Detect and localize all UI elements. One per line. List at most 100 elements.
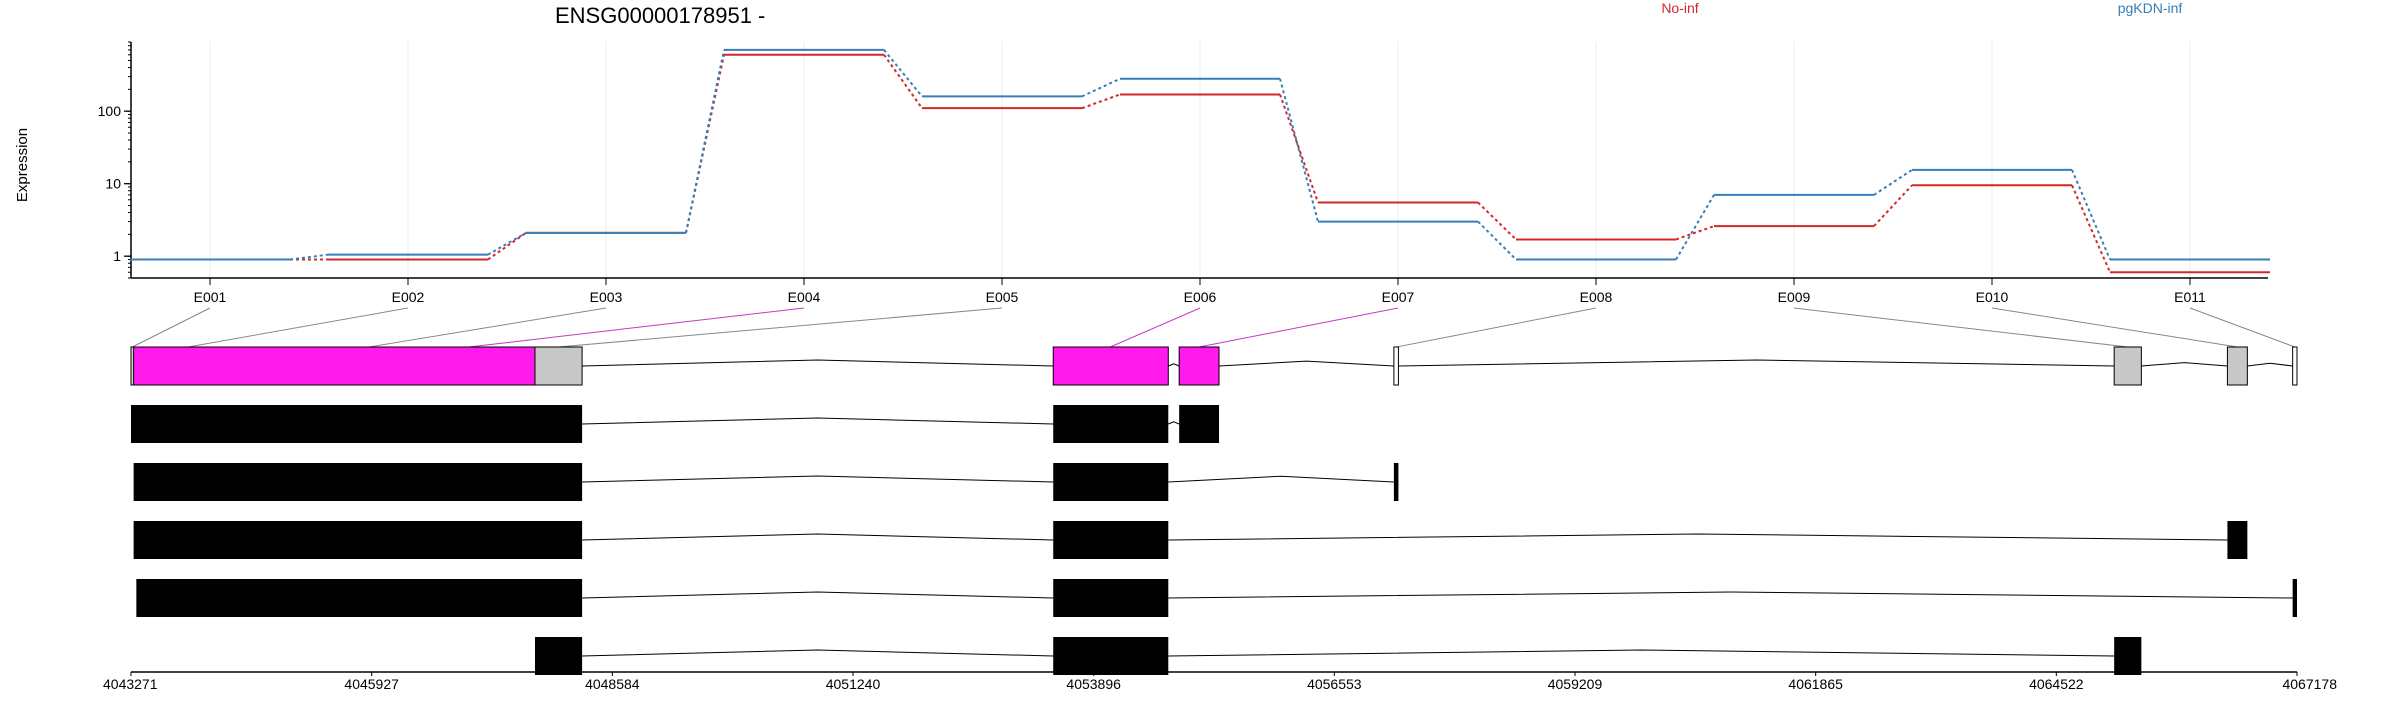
coordinate-tick-label: 4053896 xyxy=(1066,676,1121,692)
gene-model-track xyxy=(130,346,2298,386)
intron-line xyxy=(1168,591,2293,599)
x-tick-label: E001 xyxy=(194,289,227,305)
exon-connector xyxy=(132,307,211,348)
intron-line xyxy=(582,533,1054,541)
exon-connector xyxy=(1793,307,2128,348)
series-connector xyxy=(1477,201,1517,241)
exon-connector xyxy=(558,307,1003,348)
x-axis: E001 E002 E003 E004 E005 E006 E007 E008 E009 E010… xyxy=(131,277,2268,305)
intron-line xyxy=(582,649,1054,657)
transcript-exon xyxy=(2292,579,2297,617)
series-connector xyxy=(1873,169,1913,196)
exon-bin-e002 xyxy=(133,346,536,386)
exon-connector-lines xyxy=(132,307,2296,348)
intron-line xyxy=(1168,533,2228,541)
coordinate-tick-label: 4043271 xyxy=(103,676,158,692)
series-connector xyxy=(1675,225,1715,241)
exon-bin-e005 xyxy=(1178,346,1220,386)
transcript-exon xyxy=(1053,521,1169,559)
exon-connector xyxy=(1198,307,1399,348)
exon-connector xyxy=(187,307,409,348)
series-connector xyxy=(1279,94,1319,203)
series-connector xyxy=(1081,93,1121,110)
transcript-exon xyxy=(1053,637,1169,675)
series-connector xyxy=(685,49,725,234)
coordinate-tick-label: 4051240 xyxy=(826,676,881,692)
x-tick-label: E003 xyxy=(590,289,623,305)
transcript-exon xyxy=(1053,579,1169,617)
legend-entry-pgkdn-inf: pgKDN-inf xyxy=(2118,0,2183,16)
x-tick-label: E008 xyxy=(1580,289,1613,305)
transcript-5 xyxy=(534,637,2142,675)
coordinate-tick-label: 4061865 xyxy=(1788,676,1843,692)
exon-connector xyxy=(1396,307,1597,348)
coordinate-tick-label: 4056553 xyxy=(1307,676,1362,692)
series-connector xyxy=(883,49,923,98)
x-tick-label: E004 xyxy=(788,289,821,305)
x-tick-label: E002 xyxy=(392,289,425,305)
x-tick-label: E007 xyxy=(1382,289,1415,305)
transcript-exon xyxy=(136,579,583,617)
genomic-coordinate-axis: 4043271 4045927 4048584 4051240 4053896 40565… xyxy=(103,671,2337,692)
transcript-exon xyxy=(1393,463,1399,501)
coordinate-tick-label: 4045927 xyxy=(344,676,399,692)
exon-connector xyxy=(1991,307,2238,348)
transcript-exon xyxy=(131,405,583,443)
series-connector xyxy=(1675,194,1715,261)
exon-bin-track xyxy=(130,346,2298,386)
intron-line xyxy=(1219,360,1394,367)
exon-connector xyxy=(369,307,607,348)
legend-entry-no-inf: No-inf xyxy=(1661,0,1698,16)
coordinate-tick-label: 4067178 xyxy=(2282,676,2337,692)
series-connector xyxy=(1279,78,1319,222)
series-connector xyxy=(883,54,923,109)
x-tick-label: E009 xyxy=(1778,289,1811,305)
transcript-exon xyxy=(1053,463,1169,501)
exon-bin-e003 xyxy=(534,346,583,386)
intron-line xyxy=(1168,363,1180,367)
transcript-1 xyxy=(131,405,1220,443)
intron-line xyxy=(1168,475,1394,483)
intron-line xyxy=(582,359,1054,367)
chart-title: ENSG00000178951 - xyxy=(555,3,765,28)
transcript-exon xyxy=(1053,405,1169,443)
intron-line xyxy=(1398,359,2115,367)
exon-bin-e006 xyxy=(1393,346,1399,386)
series-connector xyxy=(289,253,329,261)
x-tick-label: E010 xyxy=(1976,289,2009,305)
exon-bin-e007 xyxy=(2113,346,2142,386)
intron-line xyxy=(582,475,1054,483)
y-tick-label: 1 xyxy=(113,248,121,264)
coordinate-tick-label: 4059209 xyxy=(1548,676,1603,692)
intron-line xyxy=(2247,362,2293,367)
transcript-exon xyxy=(534,637,583,675)
y-axis: 1 10 100 xyxy=(98,41,132,279)
exon-bin-e009 xyxy=(2292,346,2298,386)
intron-line xyxy=(1168,649,2115,657)
y-tick-label: 10 xyxy=(105,176,121,192)
x-tick-label: E006 xyxy=(1184,289,1217,305)
series-connector xyxy=(2071,169,2111,260)
exon-connector xyxy=(1110,307,1201,348)
coordinate-tick-label: 4064522 xyxy=(2029,676,2084,692)
series-lines xyxy=(130,48,2270,274)
series-connector xyxy=(1477,220,1517,261)
intron-line xyxy=(1168,421,1180,425)
intron-line xyxy=(2141,362,2228,367)
series-connector xyxy=(2071,184,2111,273)
series-connector xyxy=(1081,77,1121,98)
coordinate-tick-label: 4048584 xyxy=(585,676,640,692)
x-tick-label: E005 xyxy=(986,289,1019,305)
transcript-4 xyxy=(136,579,2297,617)
series-pgkdn-inf xyxy=(130,48,2270,261)
y-axis-label: Expression xyxy=(14,128,31,202)
x-tick-label: E011 xyxy=(2174,289,2206,305)
transcript-exon xyxy=(2227,521,2248,559)
exon-bin-e004 xyxy=(1052,346,1169,386)
transcript-tracks xyxy=(131,405,2297,675)
transcript-2 xyxy=(133,463,1399,501)
transcript-exon xyxy=(133,521,583,559)
intron-line xyxy=(582,417,1054,425)
transcript-exon xyxy=(133,463,583,501)
